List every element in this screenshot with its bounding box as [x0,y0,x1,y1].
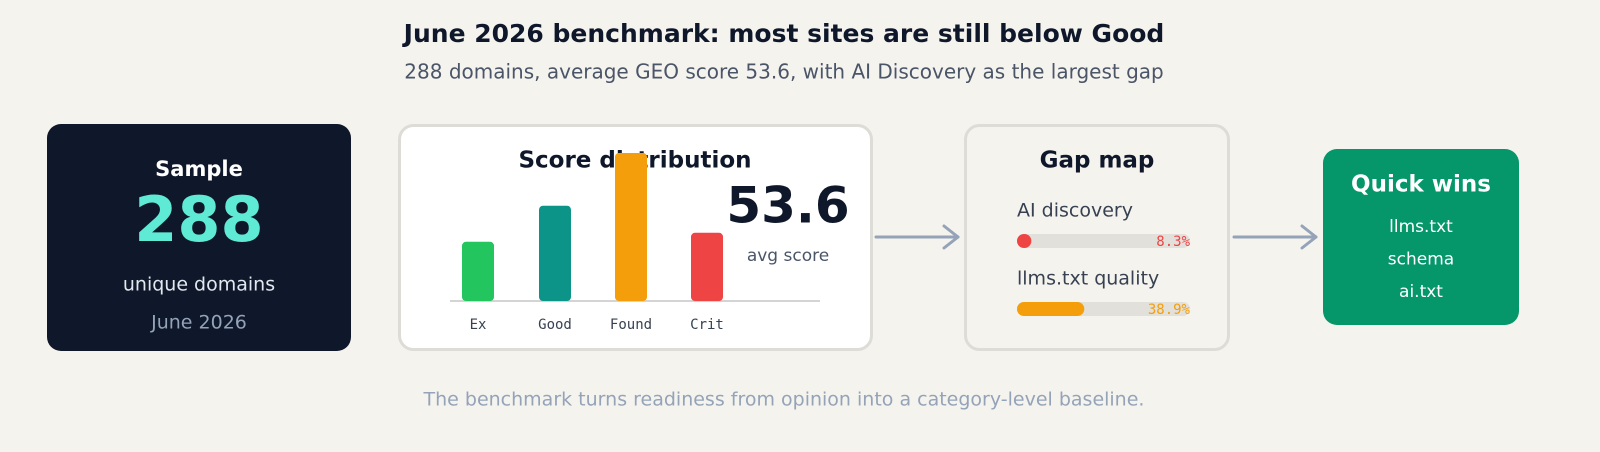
bar [615,153,647,301]
gap-label: AI discovery [1017,200,1133,222]
gap-bar [1017,302,1085,316]
bar [691,232,723,301]
quick-win: ai.txt [1399,282,1443,302]
title: June 2026 benchmark: most sites are stil… [402,19,1165,48]
average-label: avg score [747,246,829,266]
bar-label: Ex [470,317,487,333]
bar [462,241,494,301]
gap-bar [1017,234,1032,248]
gap-label: llms.txt quality [1017,268,1159,290]
sample-card [47,124,351,351]
gap-value: 8.3% [1156,234,1190,250]
sample-title: Sample [155,157,243,181]
subtitle: 288 domains, average GEO score 53.6, wit… [404,60,1163,84]
bar-label: Found [610,317,652,333]
quick-wins-card [1323,149,1519,325]
quick-wins-title: Quick wins [1351,172,1491,198]
sample-date: June 2026 [150,312,247,334]
sample-count: 288 [134,183,263,256]
arrow [874,224,960,250]
arrow [1232,224,1318,250]
gap-track [1017,234,1190,248]
gaps: AI discovery 8.3% llms.txt quality 38.9% [1017,200,1191,318]
bar [539,205,571,301]
average: 53.6 [726,177,849,235]
bar-label: Crit [690,317,724,333]
sample-label: unique domains [123,274,275,296]
footer: The benchmark turns readiness from opini… [423,389,1145,411]
bar-label: Good [538,317,572,333]
gap-value: 38.9% [1148,302,1191,318]
gap-title: Gap map [1040,148,1155,174]
bars: Ex Good Found Crit [462,153,724,333]
quick-win: schema [1388,250,1454,270]
quick-win: llms.txt [1389,217,1453,237]
quick-wins-list: llms.txt schema ai.txt [1388,217,1454,302]
